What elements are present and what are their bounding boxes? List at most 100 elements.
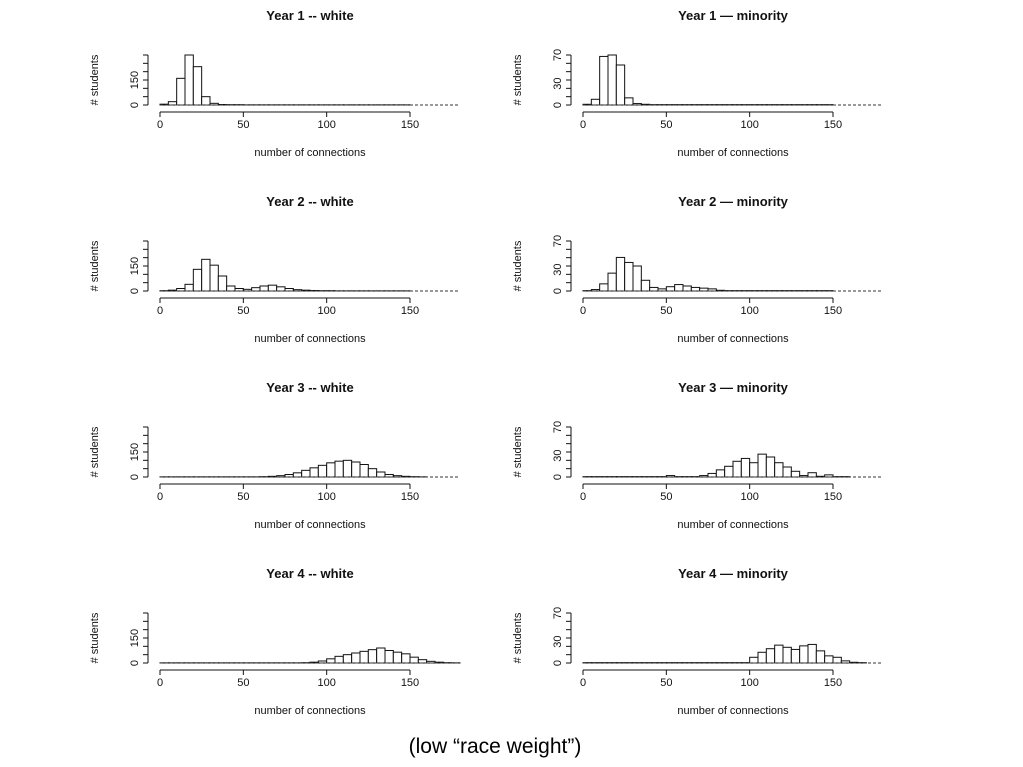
histogram-bar bbox=[707, 472, 717, 478]
histogram-bar bbox=[176, 77, 186, 106]
histogram-bar bbox=[342, 654, 353, 664]
histogram-bar bbox=[807, 472, 817, 478]
x-tick-label: 0 bbox=[157, 491, 163, 503]
histogram-bar bbox=[749, 656, 759, 664]
x-tick-label: 100 bbox=[740, 677, 758, 689]
histogram-bar bbox=[757, 453, 767, 478]
histogram-bar bbox=[184, 54, 194, 106]
chart-title: Year 1 — minority bbox=[678, 8, 789, 23]
x-axis-label: number of connections bbox=[254, 333, 366, 345]
y-tick-label: 0 bbox=[552, 288, 564, 294]
histogram-bar bbox=[217, 275, 228, 292]
x-axis-label: number of connections bbox=[677, 333, 789, 345]
y-axis-label: # students bbox=[512, 426, 524, 477]
x-tick-label: 50 bbox=[660, 305, 672, 317]
y-tick-label: 0 bbox=[129, 474, 141, 480]
histogram-bar bbox=[832, 656, 842, 664]
histogram-bar bbox=[376, 471, 386, 478]
histogram-bar bbox=[401, 653, 411, 664]
histogram-bar bbox=[359, 650, 369, 664]
histogram-bar bbox=[276, 286, 286, 292]
y-axis-label: # students bbox=[512, 612, 524, 663]
y-tick-label: 30 bbox=[552, 77, 564, 89]
y-axis-label: # students bbox=[89, 612, 101, 663]
histogram-bar bbox=[607, 54, 617, 106]
histogram-bar bbox=[782, 466, 792, 478]
histogram-bar bbox=[624, 261, 634, 292]
x-tick-label: 100 bbox=[317, 119, 335, 131]
x-tick-label: 50 bbox=[237, 491, 249, 503]
histogram-bar bbox=[384, 650, 394, 664]
x-tick-label: 50 bbox=[660, 491, 672, 503]
histogram-bar bbox=[599, 283, 609, 292]
histogram-bar bbox=[607, 272, 617, 292]
histogram-bar bbox=[376, 647, 386, 664]
histogram-bar bbox=[674, 284, 684, 292]
histogram-bar bbox=[334, 460, 344, 478]
histogram-bar bbox=[201, 258, 211, 292]
figure-caption: (low “race weight”) bbox=[408, 735, 582, 758]
y-tick-label: 150 bbox=[129, 257, 141, 275]
histogram-bar bbox=[757, 651, 767, 664]
histogram-bar bbox=[640, 279, 651, 292]
x-tick-label: 50 bbox=[237, 119, 249, 131]
histogram-bar bbox=[774, 644, 784, 664]
y-axis-label: # students bbox=[89, 240, 101, 291]
x-tick-label: 0 bbox=[157, 305, 163, 317]
histogram-bar bbox=[615, 64, 626, 106]
histogram-bar bbox=[715, 469, 726, 478]
histogram-bar bbox=[815, 650, 826, 664]
histogram-bar bbox=[774, 462, 784, 478]
y-tick-label: 0 bbox=[129, 660, 141, 666]
histogram-bar bbox=[807, 643, 817, 664]
x-axis-label: number of connections bbox=[254, 147, 366, 159]
x-tick-label: 150 bbox=[401, 491, 419, 503]
x-tick-label: 100 bbox=[740, 119, 758, 131]
x-tick-label: 100 bbox=[317, 491, 335, 503]
x-tick-label: 0 bbox=[157, 677, 163, 689]
histogram-bar bbox=[409, 656, 419, 664]
chart-title: Year 3 — minority bbox=[678, 380, 789, 395]
x-tick-label: 0 bbox=[580, 491, 586, 503]
x-tick-label: 150 bbox=[401, 119, 419, 131]
y-tick-label: 0 bbox=[552, 660, 564, 666]
histogram-bar bbox=[799, 645, 809, 664]
histogram-bar bbox=[740, 457, 751, 478]
chart-title: Year 1 -- white bbox=[266, 8, 353, 23]
y-axis-label: # students bbox=[89, 54, 101, 105]
histogram-bar bbox=[765, 648, 776, 664]
y-axis-label: # students bbox=[512, 240, 524, 291]
histogram-bar bbox=[724, 465, 734, 478]
histogram-bar bbox=[824, 655, 834, 664]
chart-title: Year 2 — minority bbox=[678, 194, 789, 209]
histogram-bar bbox=[317, 464, 328, 478]
x-tick-label: 150 bbox=[824, 677, 842, 689]
chart-title: Year 4 -- white bbox=[266, 566, 353, 581]
histogram-bar bbox=[334, 655, 344, 664]
y-tick-label: 0 bbox=[129, 288, 141, 294]
x-axis-label: number of connections bbox=[254, 519, 366, 531]
x-tick-label: 150 bbox=[824, 491, 842, 503]
chart-title: Year 4 — minority bbox=[678, 566, 789, 581]
y-tick-label: 150 bbox=[129, 71, 141, 89]
y-tick-label: 0 bbox=[552, 102, 564, 108]
histogram-bar bbox=[367, 649, 378, 664]
histogram-bar bbox=[359, 464, 369, 478]
x-tick-label: 150 bbox=[401, 677, 419, 689]
histogram-bar bbox=[599, 55, 609, 106]
y-tick-label: 70 bbox=[552, 421, 564, 433]
histogram-bar bbox=[192, 66, 203, 106]
histogram-bar bbox=[590, 98, 601, 106]
histogram-bar bbox=[301, 469, 311, 478]
x-axis-label: number of connections bbox=[677, 519, 789, 531]
x-axis-label: number of connections bbox=[677, 705, 789, 717]
histogram-bar bbox=[342, 459, 353, 478]
x-tick-label: 150 bbox=[824, 119, 842, 131]
histogram-bar bbox=[326, 658, 336, 664]
x-tick-label: 0 bbox=[580, 119, 586, 131]
x-tick-label: 50 bbox=[237, 677, 249, 689]
x-axis-label: number of connections bbox=[677, 147, 789, 159]
y-axis-label: # students bbox=[89, 426, 101, 477]
histogram-bar bbox=[632, 265, 642, 292]
y-tick-label: 0 bbox=[552, 474, 564, 480]
